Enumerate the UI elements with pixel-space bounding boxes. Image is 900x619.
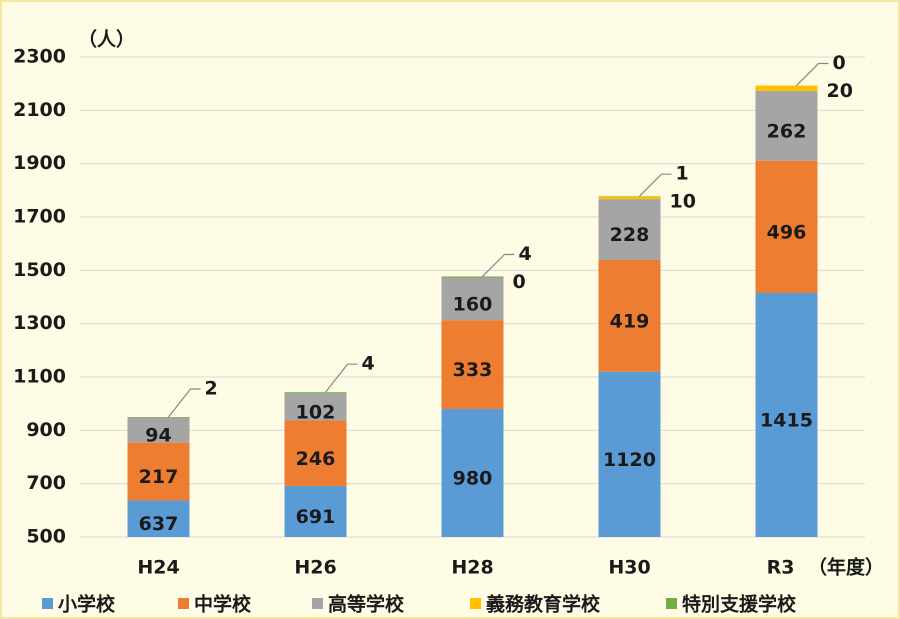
leader-line <box>168 388 201 418</box>
data-label: 0 <box>833 52 846 74</box>
bar-segment <box>441 276 504 278</box>
y-tick-label: 1100 <box>13 366 66 388</box>
bar-segment <box>127 500 190 537</box>
leader-line <box>325 363 358 393</box>
legend-label: 中学校 <box>194 593 252 616</box>
bar-segment <box>441 409 504 537</box>
x-tick-label: H26 <box>294 557 336 579</box>
y-tick-label: 1900 <box>13 152 66 174</box>
bar-segment <box>755 90 818 161</box>
bar-segment <box>598 196 661 200</box>
y-tick-label: 500 <box>26 526 66 548</box>
x-tick-label: H24 <box>137 557 179 579</box>
data-label: 0 <box>513 271 526 293</box>
data-label: 4 <box>362 353 375 375</box>
bar-segment <box>284 392 347 394</box>
data-label: 2 <box>205 378 218 400</box>
bar-segment <box>755 160 818 293</box>
leader-line <box>482 253 515 277</box>
bar-segment <box>127 417 190 443</box>
legend-label: 小学校 <box>58 593 116 616</box>
data-label: 333 <box>453 359 493 381</box>
bar-segment <box>441 277 504 321</box>
legend-swatch <box>666 598 677 609</box>
bar-segment <box>284 420 347 487</box>
legend-swatch <box>178 598 189 609</box>
bar-segment <box>127 417 190 418</box>
bar-segment <box>755 85 818 91</box>
legend-label: 高等学校 <box>328 593 405 616</box>
x-tick-label: R3 <box>767 557 795 579</box>
data-label: 262 <box>767 120 807 142</box>
legend-label: 義務教育学校 <box>486 593 601 616</box>
leader-line <box>796 62 829 86</box>
data-label: 4 <box>519 243 532 265</box>
y-tick-label: 1500 <box>13 259 66 281</box>
data-label: 20 <box>827 80 853 102</box>
bar-segment <box>598 199 661 260</box>
bar-segment <box>284 393 347 421</box>
data-label: 637 <box>139 513 179 535</box>
x-tick-label: H30 <box>608 557 650 579</box>
data-label: 160 <box>453 293 493 315</box>
y-tick-label: 2300 <box>13 46 66 68</box>
y-tick-label: 2100 <box>13 99 66 121</box>
y-axis-label: （人） <box>78 28 135 51</box>
data-label: 1415 <box>760 410 813 432</box>
x-axis-label: （年度） <box>808 556 884 579</box>
bar-segment <box>598 371 661 537</box>
bar-segment <box>598 259 661 372</box>
y-tick-label: 1300 <box>13 312 66 334</box>
data-label: 217 <box>139 466 179 488</box>
legend-swatch <box>470 598 481 609</box>
data-label: 980 <box>453 468 493 490</box>
leader-line <box>639 173 672 197</box>
bar-segment <box>755 293 818 537</box>
data-label: 102 <box>296 401 336 423</box>
data-label: 10 <box>670 191 696 213</box>
data-label: 419 <box>610 310 650 332</box>
legend-swatch <box>312 598 323 609</box>
data-label: 228 <box>610 224 650 246</box>
x-tick-label: H28 <box>451 557 493 579</box>
y-tick-label: 1700 <box>13 206 66 228</box>
data-label: 1 <box>676 163 689 185</box>
data-label: 246 <box>296 448 336 470</box>
bar-segment <box>127 442 190 501</box>
data-label: 94 <box>145 425 171 447</box>
legend-swatch <box>42 598 53 609</box>
bar-segment <box>284 486 347 537</box>
y-tick-label: 900 <box>26 419 66 441</box>
bar-segment <box>441 320 504 409</box>
data-label: 691 <box>296 506 336 528</box>
data-label: 1120 <box>603 449 656 471</box>
data-label: 496 <box>767 221 807 243</box>
y-tick-label: 700 <box>26 472 66 494</box>
legend-label: 特別支援学校 <box>682 593 797 616</box>
